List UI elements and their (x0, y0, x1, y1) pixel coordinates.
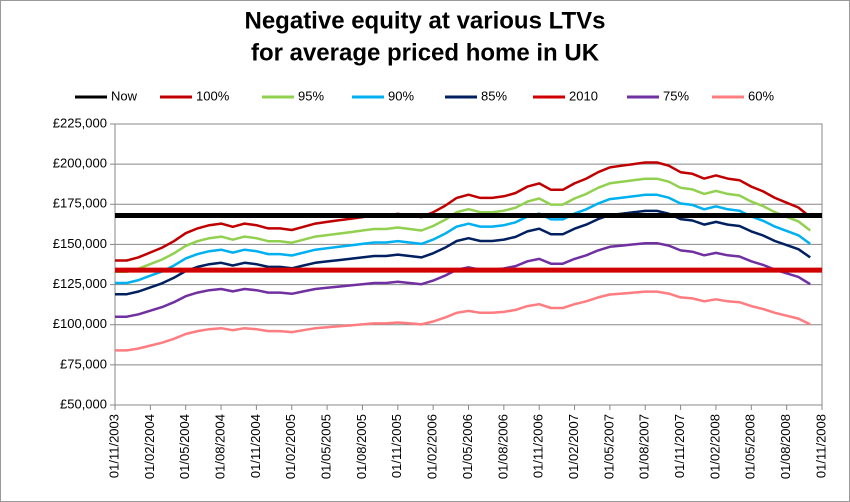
y-tick-label: £50,000 (60, 396, 107, 411)
x-tick-label: 01/05/2005 (319, 414, 334, 479)
x-tick-label: 01/02/2008 (707, 414, 722, 479)
legend-label: 2010 (569, 88, 598, 103)
x-tick-label: 01/02/2007 (566, 414, 581, 479)
x-tick-label: 01/11/2006 (531, 414, 546, 478)
y-tick-label: £100,000 (53, 316, 107, 331)
x-tick-label: 01/05/2006 (460, 414, 475, 479)
chart-title: Negative equity at various LTVs (245, 7, 606, 34)
series-line (115, 209, 811, 296)
x-tick-label: 01/02/2005 (283, 414, 298, 479)
y-tick-label: £150,000 (53, 236, 107, 251)
legend-label: Now (111, 88, 138, 103)
y-tick-label: £225,000 (53, 115, 107, 130)
y-tick-label: £175,000 (53, 196, 107, 211)
legend-label: 60% (748, 88, 774, 103)
legend-label: 100% (196, 88, 230, 103)
x-tick-label: 01/11/2005 (389, 414, 404, 478)
x-tick-label: 01/08/2004 (212, 414, 227, 479)
legend-label: 75% (663, 88, 689, 103)
x-tick-label: 01/05/2008 (743, 414, 758, 479)
x-tick-label: 01/05/2004 (177, 414, 192, 479)
x-tick-label: 01/08/2007 (637, 414, 652, 479)
x-tick-label: 01/08/2006 (495, 414, 510, 479)
x-tick-label: 01/11/2004 (248, 414, 263, 478)
y-tick-label: £75,000 (60, 356, 107, 371)
x-tick-label: 01/08/2008 (778, 414, 793, 479)
x-tick-label: 01/11/2007 (672, 414, 687, 478)
x-tick-label: 01/02/2004 (142, 414, 157, 479)
legend-label: 85% (481, 88, 507, 103)
series-line (115, 193, 811, 285)
x-tick-label: 01/05/2007 (601, 414, 616, 479)
x-tick-label: 01/11/2008 (813, 414, 828, 478)
y-tick-label: £125,000 (53, 276, 107, 291)
chart-title: for average priced home in UK (251, 39, 600, 66)
x-tick-label: 01/11/2003 (106, 414, 121, 478)
series-line (115, 290, 811, 352)
x-tick-label: 01/08/2005 (354, 414, 369, 479)
y-tick-label: £200,000 (53, 156, 107, 171)
x-tick-label: 01/02/2006 (425, 414, 440, 479)
legend-label: 90% (388, 88, 414, 103)
series-line (115, 177, 811, 273)
series-line (115, 161, 811, 262)
legend-label: 95% (298, 88, 324, 103)
